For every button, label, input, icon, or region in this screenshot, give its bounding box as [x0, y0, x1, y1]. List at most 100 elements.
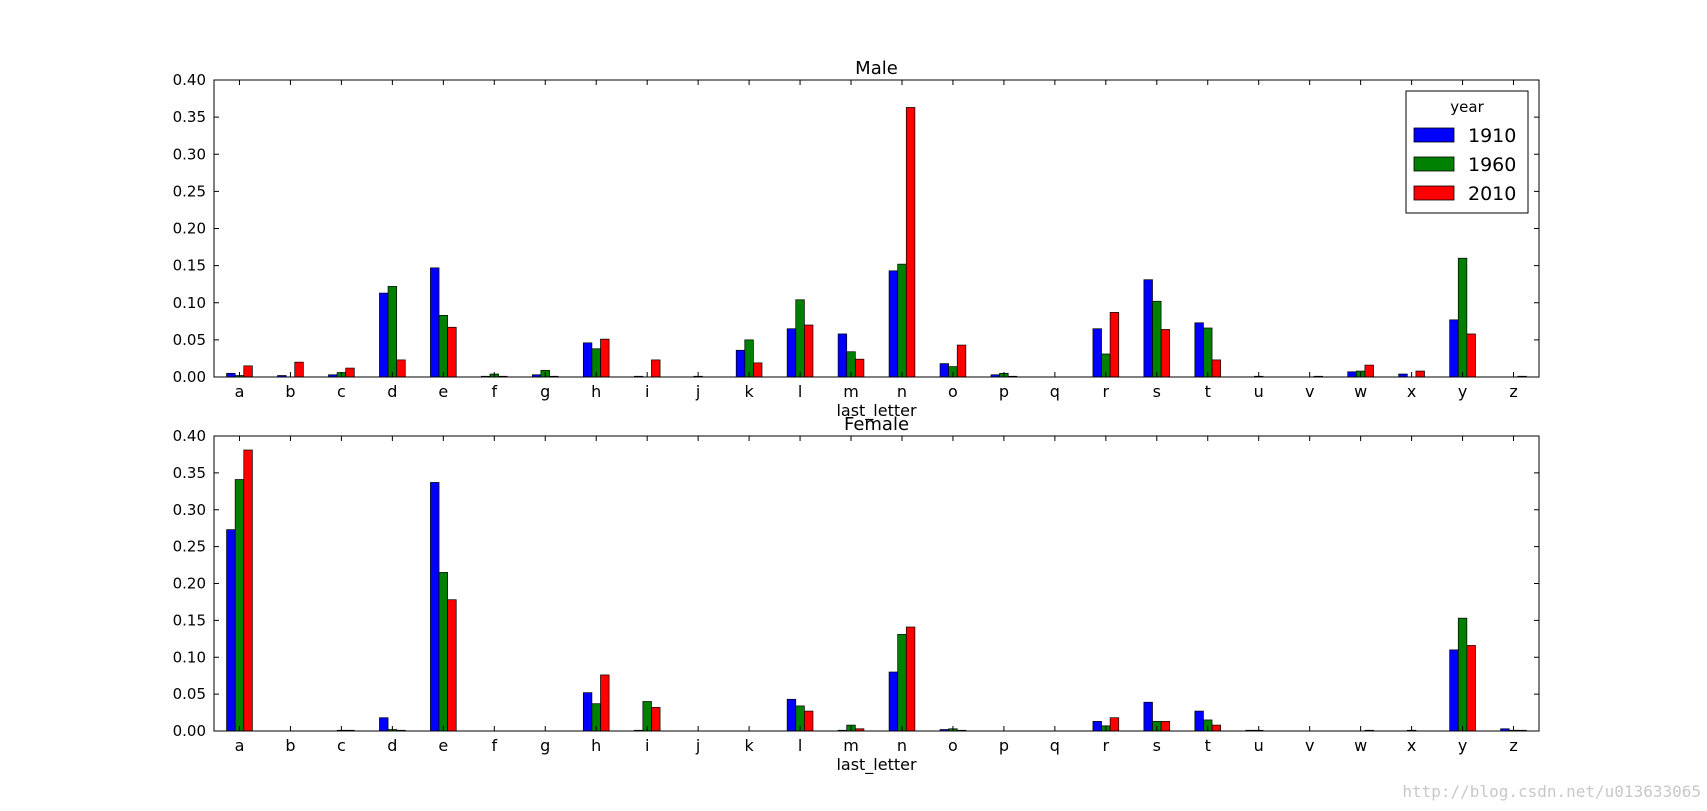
x-tick-label-c: c [337, 736, 346, 755]
x-tick-label-m: m [843, 382, 859, 401]
bar-2010-n [905, 626, 916, 732]
x-tick-label-h: h [591, 736, 601, 755]
x-tick-label-u: u [1254, 382, 1264, 401]
bar-1910-n [888, 671, 899, 732]
bar-1960-y [1457, 257, 1468, 378]
x-tick-label-g: g [540, 736, 550, 755]
x-tick-label-m: m [843, 736, 859, 755]
bar-2010-c [345, 367, 355, 378]
y-tick-label: 0.00 [173, 722, 206, 740]
bar-1960-s [1152, 300, 1162, 378]
bar-1960-a [234, 479, 245, 732]
y-tick-label: 0.30 [173, 501, 206, 519]
bar-2010-h [600, 674, 610, 732]
x-tick-label-k: k [744, 736, 754, 755]
x-tick-label-l: l [798, 736, 802, 755]
y-tick-label: 0.15 [173, 257, 206, 275]
bar-1910-a [226, 372, 236, 378]
bar-1910-s [1143, 701, 1153, 732]
bar-2010-a [243, 365, 253, 378]
bar-1910-h [582, 342, 593, 378]
bar-1910-t [1194, 710, 1204, 732]
bar-2010-y [1466, 333, 1476, 378]
x-tick-label-p: p [999, 736, 1009, 755]
bar-2010-m [854, 358, 865, 378]
x-tick-label-y: y [1458, 736, 1467, 755]
x-tick-label-y: y [1458, 382, 1467, 401]
bar-2010-i [651, 359, 661, 378]
x-tick-label-i: i [645, 736, 649, 755]
y-tick-label: 0.15 [173, 611, 206, 629]
x-tick-label-n: n [897, 736, 907, 755]
bar-1910-k [735, 349, 746, 378]
bar-2010-k [753, 362, 763, 378]
x-tick-label-d: d [387, 382, 397, 401]
bar-2010-l [804, 710, 814, 732]
x-tick-label-t: t [1205, 382, 1211, 401]
bar-2010-n [905, 107, 916, 378]
x-tick-label-t: t [1205, 736, 1211, 755]
y-tick-label: 0.40 [173, 427, 206, 445]
bar-1960-k [744, 339, 754, 378]
x-tick-label-n: n [897, 382, 907, 401]
bar-1910-n [888, 270, 899, 378]
bar-1910-d [379, 717, 389, 732]
bar-1910-r [1092, 328, 1102, 378]
legend-label-1910: 1910 [1468, 125, 1516, 147]
x-tick-label-i: i [645, 382, 649, 401]
bar-2010-e [447, 599, 457, 732]
bar-1960-t [1203, 327, 1213, 378]
x-tick-label-w: w [1354, 382, 1367, 401]
bar-2010-h [600, 338, 610, 378]
bar-1910-r [1092, 721, 1102, 732]
y-tick-label: 0.10 [173, 648, 206, 666]
watermark-text: http://blog.csdn.net/u013633065 [1402, 782, 1701, 801]
x-tick-label-r: r [1103, 736, 1110, 755]
x-tick-label-b: b [285, 736, 295, 755]
bar-2010-l [804, 324, 814, 378]
bar-1960-n [897, 634, 907, 732]
bar-2010-t [1211, 359, 1222, 378]
y-tick-label: 0.05 [173, 331, 206, 349]
bar-2010-t [1211, 724, 1222, 732]
bar-1960-y [1457, 617, 1468, 732]
bar-1910-m [837, 333, 848, 378]
bar-2010-s [1160, 329, 1171, 378]
x-tick-label-l: l [798, 382, 802, 401]
legend-title: year [1450, 98, 1484, 116]
bar-1960-n [897, 263, 907, 378]
x-tick-label-o: o [948, 382, 958, 401]
female-chart-title: Female [844, 414, 909, 435]
y-tick-label: 0.35 [173, 464, 206, 482]
y-tick-label: 0.35 [173, 108, 206, 126]
legend-swatch-1960 [1413, 156, 1455, 172]
bar-1960-e [438, 572, 448, 732]
bar-1910-e [430, 482, 440, 732]
bar-1960-l [795, 299, 805, 378]
x-tick-label-w: w [1354, 736, 1367, 755]
bar-1960-d [387, 286, 398, 378]
bar-1910-l [786, 328, 797, 378]
bar-1910-l [786, 698, 797, 732]
bar-2010-x [1415, 370, 1425, 378]
x-tick-label-s: s [1153, 382, 1161, 401]
bar-2010-r [1109, 312, 1120, 378]
x-tick-label-v: v [1305, 736, 1314, 755]
y-tick-label: 0.20 [173, 575, 206, 593]
bar-2010-r [1109, 717, 1120, 732]
bar-1910-y [1449, 649, 1459, 732]
x-tick-label-b: b [285, 382, 295, 401]
x-tick-label-z: z [1509, 382, 1517, 401]
x-tick-label-q: q [1050, 382, 1060, 401]
bar-2010-y [1466, 645, 1476, 732]
x-tick-label-h: h [591, 382, 601, 401]
legend-label-2010: 2010 [1468, 183, 1516, 205]
y-tick-label: 0.00 [173, 368, 206, 386]
x-tick-label-a: a [235, 736, 245, 755]
x-tick-label-x: x [1407, 736, 1416, 755]
x-tick-label-v: v [1305, 382, 1314, 401]
bar-1960-e [438, 315, 448, 378]
x-tick-label-f: f [491, 736, 497, 755]
y-tick-label: 0.05 [173, 685, 206, 703]
